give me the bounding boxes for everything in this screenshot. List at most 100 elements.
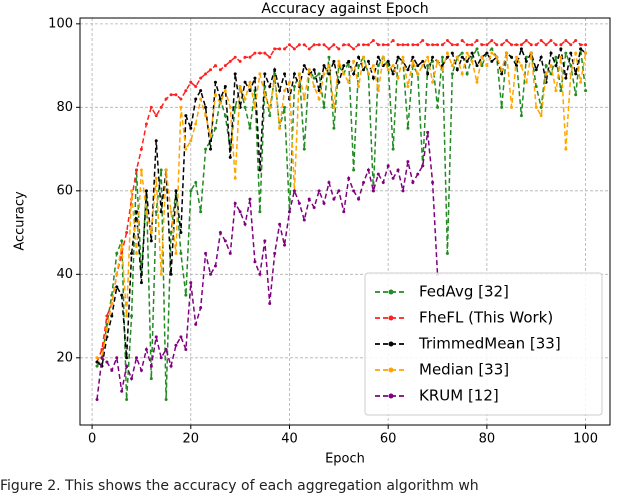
- data-point: [431, 55, 435, 59]
- data-point: [223, 89, 227, 93]
- x-tick-label: 100: [573, 432, 598, 447]
- data-point: [135, 168, 139, 172]
- data-point: [371, 76, 375, 80]
- data-point: [544, 43, 548, 47]
- data-point: [431, 80, 435, 84]
- data-point: [352, 168, 356, 172]
- data-point: [149, 105, 153, 109]
- data-point: [357, 64, 361, 68]
- data-point: [253, 51, 257, 55]
- data-point: [238, 84, 242, 88]
- data-point: [584, 43, 588, 47]
- data-point: [110, 368, 114, 372]
- data-point: [337, 189, 341, 193]
- data-point: [569, 43, 573, 47]
- data-point: [421, 164, 425, 168]
- data-point: [406, 160, 410, 164]
- data-point: [297, 201, 301, 205]
- data-point: [135, 251, 139, 255]
- x-tick-label: 0: [88, 432, 96, 447]
- data-point: [332, 43, 336, 47]
- data-point: [115, 356, 119, 360]
- data-point: [475, 64, 479, 68]
- data-point: [475, 47, 479, 51]
- data-point: [490, 39, 494, 43]
- data-point: [401, 189, 405, 193]
- data-point: [164, 97, 168, 101]
- data-point: [529, 51, 533, 55]
- data-point: [495, 55, 499, 59]
- data-point: [357, 197, 361, 201]
- data-point: [490, 51, 494, 55]
- data-point: [327, 64, 331, 68]
- data-point: [204, 147, 208, 151]
- data-point: [243, 55, 247, 59]
- chart: Accuracy against Epoch Epoch Accuracy 0 2…: [13, 1, 611, 467]
- data-point: [233, 72, 237, 76]
- data-point: [371, 39, 375, 43]
- data-point: [391, 72, 395, 76]
- data-point: [159, 272, 163, 276]
- data-point: [514, 43, 518, 47]
- data-point: [278, 47, 282, 51]
- data-point: [455, 43, 459, 47]
- data-point: [184, 293, 188, 297]
- data-point: [263, 51, 267, 55]
- data-point: [149, 239, 153, 243]
- data-point: [376, 55, 380, 59]
- data-point: [564, 76, 568, 80]
- data-point: [322, 201, 326, 205]
- data-point: [144, 189, 148, 193]
- data-point: [154, 114, 158, 118]
- data-point: [357, 43, 361, 47]
- data-point: [154, 176, 158, 180]
- data-point: [144, 347, 148, 351]
- data-point: [366, 168, 370, 172]
- series-line: [97, 50, 587, 359]
- data-point: [95, 398, 99, 402]
- data-point: [524, 80, 528, 84]
- data-point: [199, 76, 203, 80]
- data-point: [149, 377, 153, 381]
- legend-marker: [388, 341, 394, 347]
- data-point: [179, 105, 183, 109]
- data-point: [218, 231, 222, 235]
- data-point: [248, 197, 252, 201]
- data-point: [95, 364, 99, 368]
- data-point: [149, 364, 153, 368]
- data-point: [495, 43, 499, 47]
- data-point: [189, 281, 193, 285]
- data-point: [213, 126, 217, 130]
- data-point: [144, 122, 148, 126]
- data-point: [371, 64, 375, 68]
- data-point: [228, 155, 232, 159]
- data-point: [223, 239, 227, 243]
- data-point: [189, 189, 193, 193]
- data-point: [475, 80, 479, 84]
- data-point: [510, 43, 514, 47]
- data-point: [342, 72, 346, 76]
- data-point: [292, 72, 296, 76]
- y-tick-label: 40: [56, 267, 73, 282]
- data-point: [426, 64, 430, 68]
- y-axis-label: Accuracy: [13, 191, 28, 251]
- data-point: [120, 389, 124, 393]
- data-point: [154, 139, 158, 143]
- data-point: [564, 39, 568, 43]
- data-point: [544, 72, 548, 76]
- data-point: [287, 80, 291, 84]
- data-point: [159, 356, 163, 360]
- series-line: [96, 132, 439, 400]
- data-point: [302, 147, 306, 151]
- data-point: [194, 180, 198, 184]
- data-point: [480, 64, 484, 68]
- data-point: [199, 306, 203, 310]
- y-tick-label: 20: [56, 350, 73, 365]
- data-point: [386, 68, 390, 72]
- data-point: [204, 114, 208, 118]
- data-point: [411, 43, 415, 47]
- data-point: [391, 64, 395, 68]
- data-point: [292, 84, 296, 88]
- data-point: [381, 180, 385, 184]
